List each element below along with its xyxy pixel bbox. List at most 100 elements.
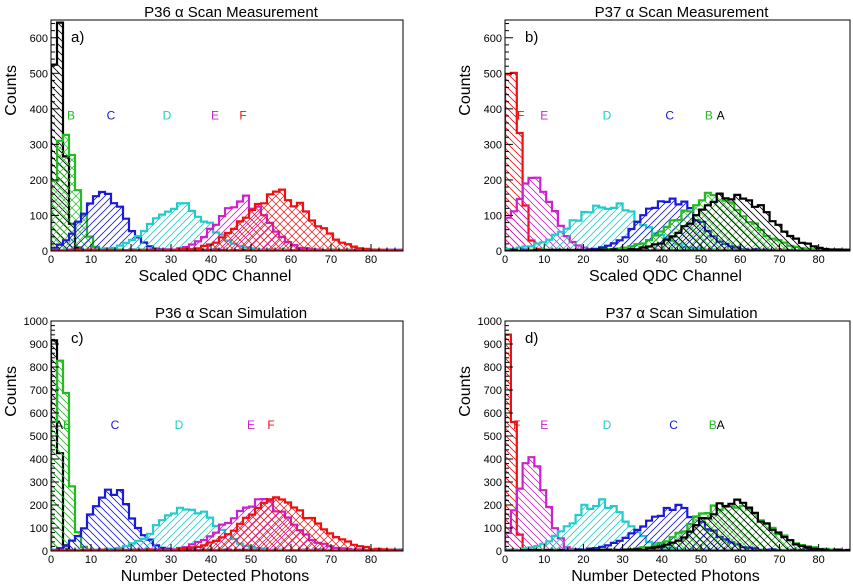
x-tick-label: 0 [502,254,508,266]
panel-label: b) [525,29,538,46]
plot-area [51,339,403,551]
y-tick-label: 800 [30,362,48,374]
x-tick-label: 80 [813,554,825,566]
y-tick-label: 300 [484,477,502,489]
y-tick-label: 600 [484,33,502,45]
series-label-C: C [111,418,120,432]
y-tick-label: 400 [30,104,48,116]
x-tick-label: 30 [616,554,628,566]
y-tick-label: 600 [30,33,48,45]
y-tick-label: 700 [30,385,48,397]
x-axis-label: Scaled QDC Channel [139,268,292,285]
series-label-E: E [540,418,548,432]
y-tick-label: 300 [30,477,48,489]
y-tick-label: 600 [30,408,48,420]
panel-b: 0 10 20 30 40 50 60 70 80 0 100 200 300 400 500 600 P37 … [457,4,851,285]
y-tick-label: 0 [496,546,502,558]
x-tick-label: 70 [773,254,785,266]
x-tick-label: 60 [285,254,297,266]
panel-a: 0 10 20 30 40 50 60 70 80 0 100 200 300 400 500 600 P36 … [3,4,404,285]
x-tick-label: 50 [695,254,707,266]
series-label-A: A [55,418,63,432]
x-tick-label: 50 [695,554,707,566]
y-tick-label: 200 [484,500,502,512]
y-tick-label: 100 [484,210,502,222]
y-tick-label: 100 [484,523,502,535]
panel-label: c) [71,330,84,347]
y-tick-label: 700 [484,385,502,397]
x-tick-label: 20 [125,554,137,566]
chart-title: P37 α Scan Simulation [605,305,757,322]
series-label-C: C [107,109,116,123]
series-label-A: A [717,418,725,432]
series-label-E: E [247,418,255,432]
x-tick-label: 10 [538,254,550,266]
x-tick-label: 60 [734,254,746,266]
y-tick-label: 0 [42,246,48,258]
y-tick-label: 100 [30,523,48,535]
x-tick-label: 60 [285,554,297,566]
y-axis-label: Counts [3,366,20,417]
y-tick-label: 300 [484,139,502,151]
x-tick-label: 10 [85,254,97,266]
chart-title: P36 α Scan Simulation [155,305,307,322]
y-tick-label: 1000 [24,316,48,328]
x-tick-label: 30 [165,254,177,266]
y-tick-label: 400 [484,454,502,466]
x-axis-label: Number Detected Photons [571,568,760,585]
x-axis-label: Number Detected Photons [121,568,310,585]
x-tick-label: 50 [245,254,257,266]
x-tick-label: 10 [538,554,550,566]
y-tick-label: 100 [30,210,48,222]
y-tick-label: 200 [30,500,48,512]
series-label-B: B [67,109,75,123]
x-tick-label: 30 [616,254,628,266]
chart-title: P36 α Scan Measurement [144,4,319,21]
x-tick-label: 40 [205,554,217,566]
x-tick-label: 40 [656,254,668,266]
x-tick-label: 80 [365,554,377,566]
x-tick-label: 40 [205,254,217,266]
series-label-F: F [239,109,246,123]
series-A-histogram [505,192,850,251]
series-F-histogram [51,188,403,251]
series-label-C: C [669,418,678,432]
x-tick-label: 60 [734,554,746,566]
series-label-B: B [705,109,713,123]
y-tick-label: 500 [30,431,48,443]
y-tick-label: 500 [484,431,502,443]
y-tick-label: 300 [30,139,48,151]
series-label-F: F [513,418,520,432]
series-label-D: D [175,418,184,432]
y-tick-label: 800 [484,362,502,374]
y-tick-label: 200 [30,175,48,187]
y-tick-label: 900 [30,339,48,351]
x-tick-label: 10 [85,554,97,566]
chart-title: P37 α Scan Measurement [595,4,770,21]
series-label-D: D [603,418,612,432]
plot-area [505,333,850,551]
x-tick-label: 20 [577,254,589,266]
y-tick-label: 0 [42,546,48,558]
x-tick-label: 20 [125,254,137,266]
y-tick-label: 900 [484,339,502,351]
series-label-D: D [163,109,172,123]
y-tick-label: 200 [484,175,502,187]
y-tick-label: 400 [484,104,502,116]
series-label-E: E [540,109,548,123]
panel-d: 0 10 20 30 40 50 60 70 8001002003004005006007008… [457,305,851,585]
x-tick-label: 40 [656,554,668,566]
series-label-A: A [717,109,725,123]
plot-area [505,71,850,251]
panel-label: a) [71,29,84,46]
y-tick-label: 400 [30,454,48,466]
x-tick-label: 80 [365,254,377,266]
series-label-F: F [517,109,524,123]
x-tick-label: 70 [773,554,785,566]
y-axis-label: Counts [457,65,474,116]
y-tick-label: 500 [484,68,502,80]
y-tick-label: 500 [30,68,48,80]
x-tick-label: 80 [813,254,825,266]
y-tick-label: 0 [496,246,502,258]
